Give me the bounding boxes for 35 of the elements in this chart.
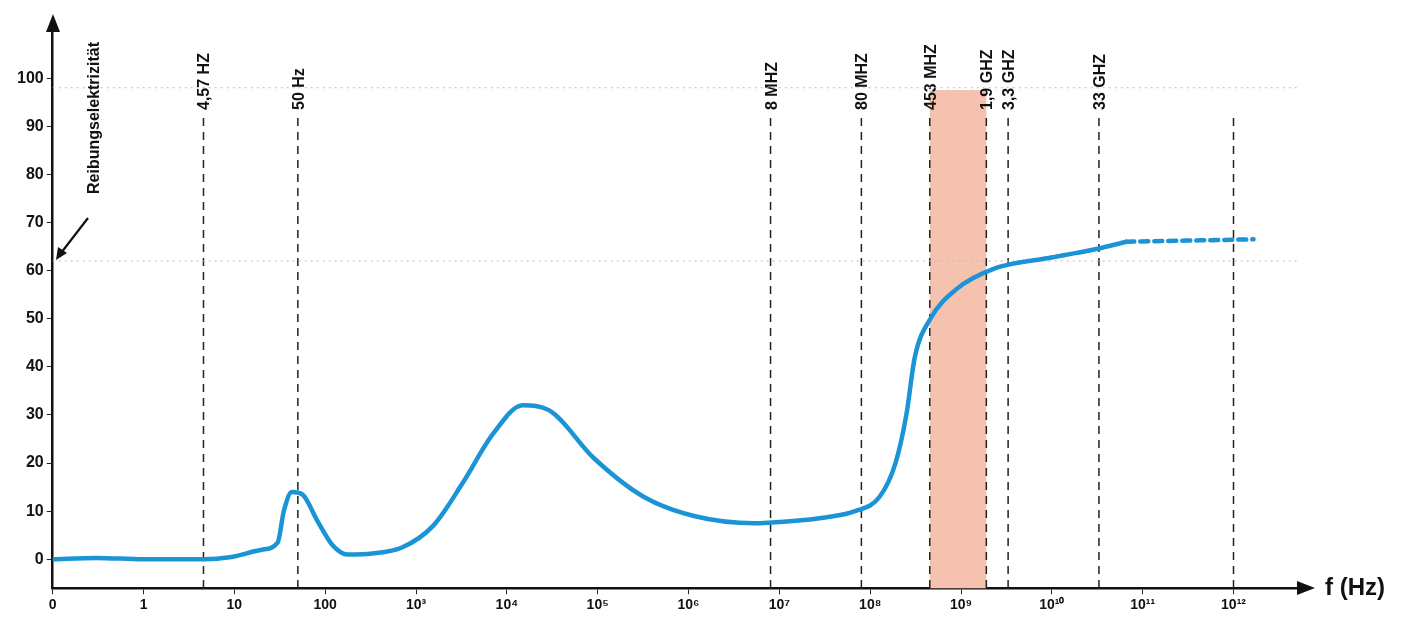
x-tick-label: 0: [48, 596, 57, 613]
y-tick-label: 90: [25, 116, 44, 134]
x-tick-label: 10¹⁰: [1039, 596, 1065, 613]
y-tick-label: 100: [16, 68, 44, 86]
x-tick-label: 10⁸: [859, 596, 882, 613]
ref-line-label: 4,57 HZ: [195, 52, 213, 110]
x-tick-label: 1: [139, 596, 148, 613]
x-tick-label: 100: [313, 596, 338, 613]
x-tick-label: 10⁷: [768, 596, 791, 613]
ref-line-label: 1,9 GHZ: [978, 49, 996, 110]
x-tick-label: 10³: [405, 596, 427, 613]
x-tick-label: 10⁹: [949, 596, 973, 613]
ref-line-label: 50 Hz: [289, 68, 307, 110]
y-tick-label: 80: [25, 164, 44, 182]
y-tick-label: 50: [25, 309, 44, 327]
y-tick-label: 20: [25, 453, 44, 471]
y-tick-label: 60: [25, 261, 44, 279]
x-tick-label: 10: [226, 596, 243, 613]
y-tick-label: 30: [25, 405, 44, 423]
y-tick-label: 10: [25, 501, 44, 519]
ref-line-label: 33 GHZ: [1090, 53, 1108, 110]
ref-line-label: 80 MHZ: [853, 52, 871, 110]
x-tick-label: 10⁶: [677, 596, 700, 613]
ref-line-label: 8 MHZ: [762, 61, 780, 110]
x-tick-label: 10¹²: [1221, 596, 1247, 613]
ref-line-label: 3,3 GHZ: [1000, 49, 1018, 110]
ref-line-label: 453 MHZ: [921, 43, 939, 110]
x-tick-label: 10⁵: [586, 596, 609, 613]
y-tick-label: 0: [34, 549, 44, 567]
y-tick-label: 40: [25, 357, 44, 375]
x-tick-label: 10⁴: [495, 596, 519, 613]
x-axis-title: f (Hz): [1325, 572, 1385, 600]
annotation: Reibungselektrizität: [84, 41, 102, 194]
x-tick-label: 10¹¹: [1130, 596, 1156, 613]
y-tick-label: 70: [25, 212, 44, 230]
